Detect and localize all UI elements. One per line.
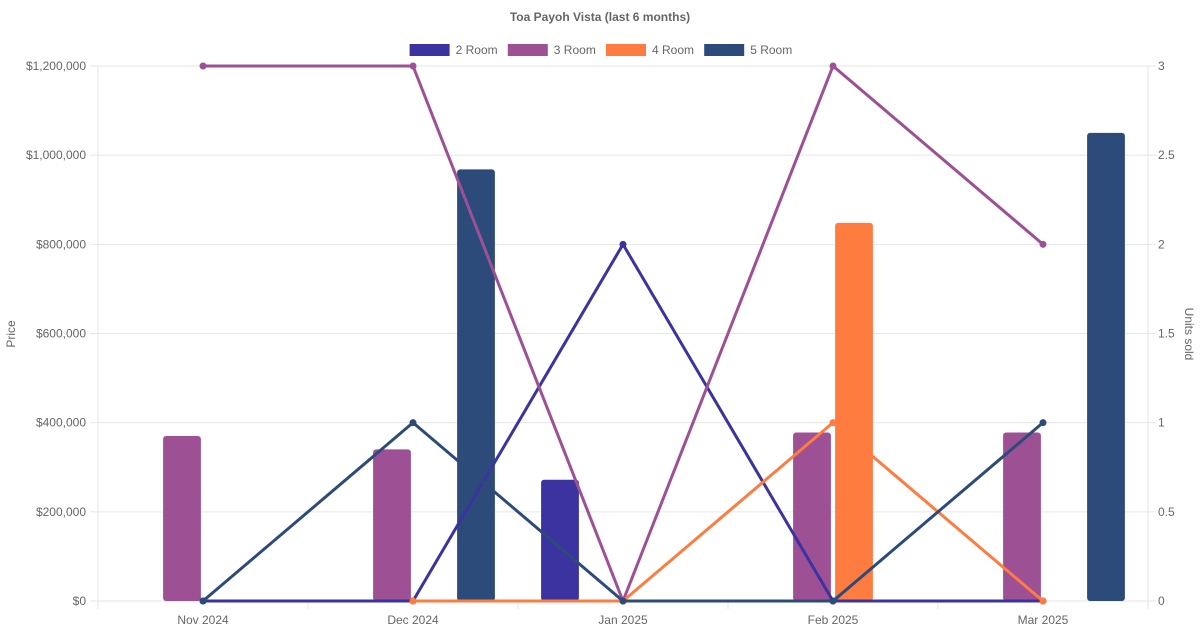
x-tick-label: Dec 2024 [387,613,439,627]
bar-5-room [457,169,495,601]
point-5-room [409,419,417,427]
y-right-tick-label: 0.5 [1158,505,1175,519]
bar-3-room [1003,432,1041,601]
point-5-room [1039,419,1047,427]
y-left-tick-label: $400,000 [36,416,86,430]
y-right-tick-label: 0 [1158,594,1165,608]
legend: 2 Room 3 Room 4 Room 5 Room [409,43,792,57]
point-5-room [829,597,837,605]
y-right-tick-label: 2.5 [1158,148,1175,162]
y-left-tick-label: $1,000,000 [26,148,86,162]
y-right-axis-title: Units sold [1182,308,1196,361]
point-4-room [409,597,417,605]
y-left-axis: $0 $200,000 $400,000 $600,000 $800,000 $1,000… [26,59,86,608]
y-left-tick-label: $1,200,000 [26,59,86,73]
y-left-tick-label: $0 [73,594,87,608]
bar-3-room [163,436,201,601]
y-left-tick-label: $200,000 [36,505,86,519]
point-3-room [1039,240,1047,248]
point-2-room [619,240,627,248]
legend-swatch-3-room [507,44,548,56]
x-axis: Nov 2024 Dec 2024 Jan 2025 Feb 2025 Mar 2025 [177,613,1068,627]
y-left-tick-label: $600,000 [36,327,86,341]
bar-5-room [1087,132,1125,601]
bar-3-room [373,449,411,601]
y-right-tick-label: 1.5 [1158,327,1175,341]
y-right-tick-label: 3 [1158,59,1165,73]
legend-label-4-room: 4 Room [652,43,694,57]
bar-2-room [541,479,579,601]
x-tick-label: Nov 2024 [177,613,229,627]
legend-label-2-room: 2 Room [456,43,498,57]
legend-swatch-5-room [704,44,745,56]
legend-swatch-2-room [409,44,450,56]
y-right-axis: 0 0.5 1 1.5 2 2.5 3 [1158,59,1175,608]
x-tick-label: Feb 2025 [808,613,859,627]
y-right-tick-label: 2 [1158,237,1165,251]
chart-title: Toa Payoh Vista (last 6 months) [510,10,690,24]
x-tick-label: Mar 2025 [1018,613,1069,627]
point-4-room [829,419,837,427]
x-tick-label: Jan 2025 [598,613,648,627]
point-3-room [829,62,837,70]
bars [163,132,1125,601]
bar-3-room [793,432,831,601]
grid [90,65,1156,609]
bar-4-room [835,222,873,601]
y-left-tick-label: $800,000 [36,237,86,251]
lines [199,62,1047,605]
point-5-room [199,597,207,605]
legend-label-3-room: 3 Room [554,43,596,57]
legend-label-5-room: 5 Room [750,43,792,57]
legend-swatch-4-room [606,44,646,56]
point-4-room [1039,597,1047,605]
y-right-tick-label: 1 [1158,416,1165,430]
point-3-room [199,62,207,70]
y-left-axis-title: Price [4,320,18,348]
point-3-room [409,62,417,70]
point-5-room [619,597,627,605]
